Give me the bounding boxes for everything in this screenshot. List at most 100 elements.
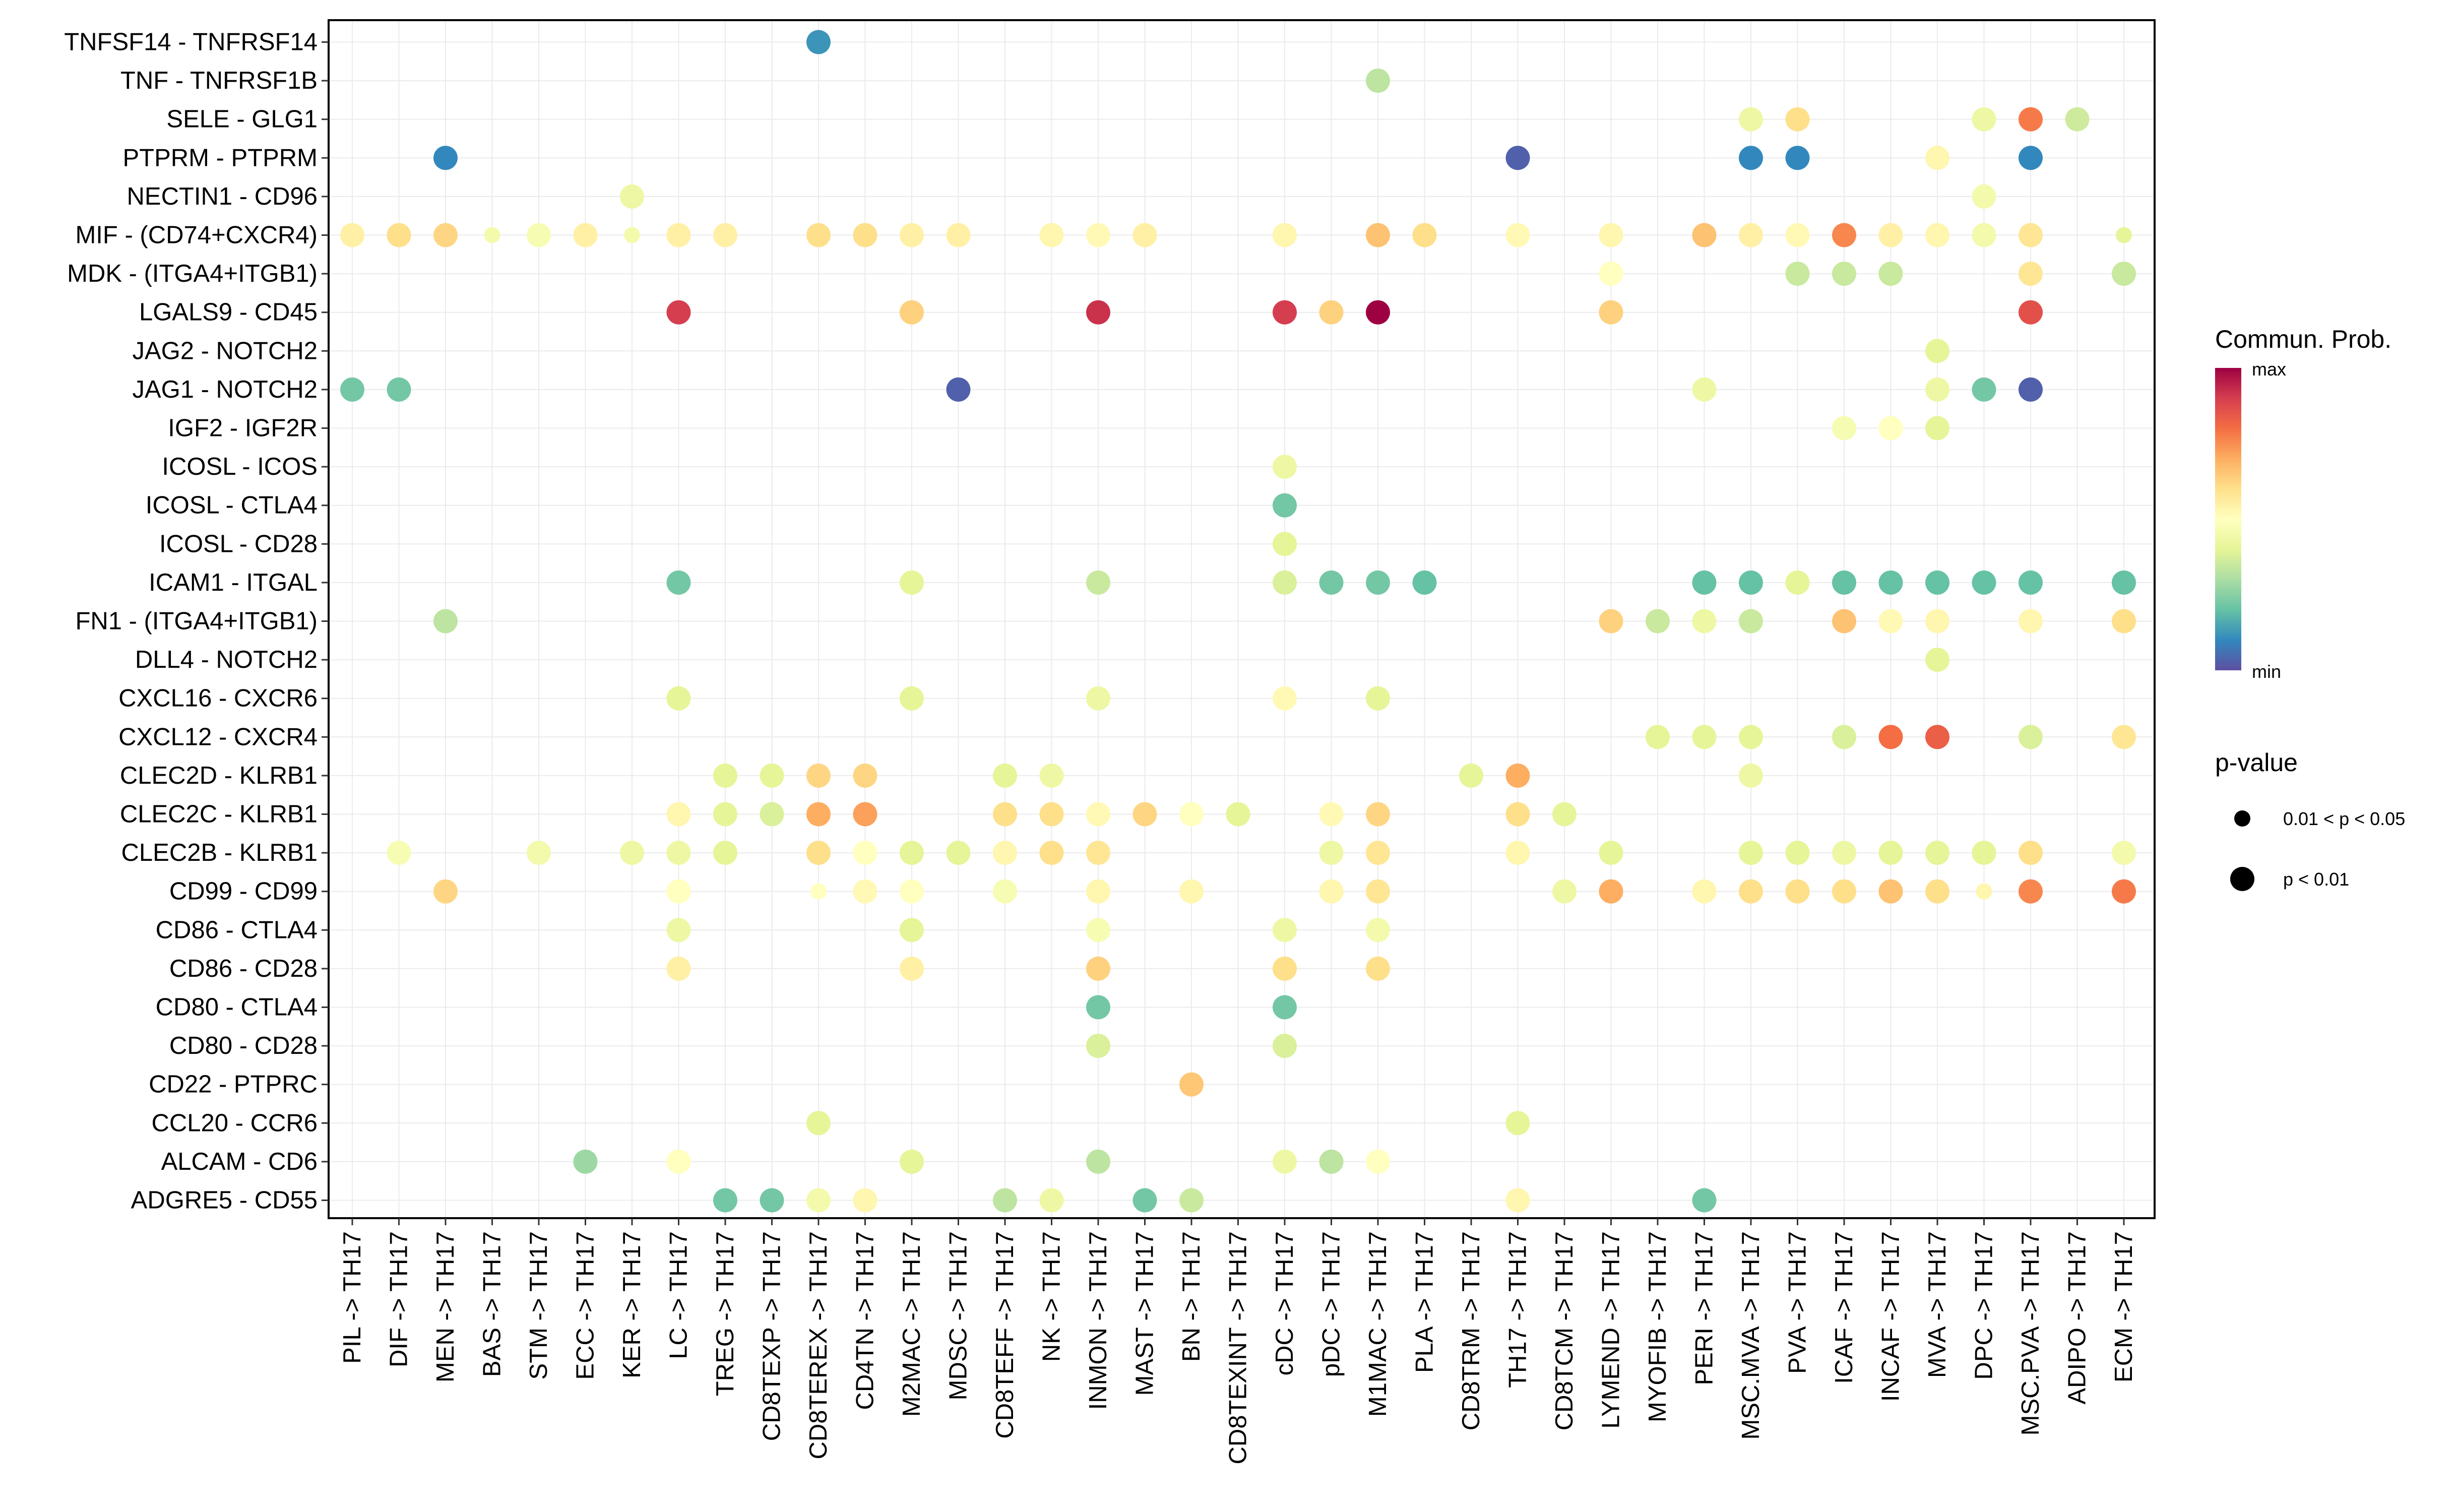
data-point-cd80-cd28-cdc-th17 [1273,1034,1297,1058]
data-point-mif-cd74-cxcr4-mdsc-th17 [946,223,971,247]
data-point-fn1-itga4-itgb1-myofib-th17 [1646,609,1670,634]
x-tick-label-adipo-th17: ADIPO -> TH17 [2064,1231,2091,1405]
data-point-icam1-itgal-mva-th17 [1925,570,1949,595]
data-point-icam1-itgal-dpc-th17 [1972,570,1996,595]
data-point-cd86-ctla4-m2mac-th17 [900,918,924,942]
data-point-mif-cd74-cxcr4-peri-th17 [1692,223,1717,247]
x-tick-label-msc-mva-th17: MSC.MVA -> TH17 [1737,1231,1765,1439]
x-tick-label-m2mac-th17: M2MAC -> TH17 [898,1231,925,1417]
size-legend-large-label: p < 0.01 [2283,869,2349,890]
data-point-fn1-itga4-itgb1-msc-mva-th17 [1739,609,1763,634]
x-tick-label-m1mac-th17: M1MAC -> TH17 [1364,1231,1392,1417]
y-tick-label-jag1-notch2: JAG1 - NOTCH2 [132,376,318,403]
data-point-adgre5-cd55-cd8terex-th17 [806,1188,831,1213]
data-point-mif-cd74-cxcr4-lc-th17 [666,223,691,247]
data-point-clec2d-klrb1-th17-th17 [1505,763,1530,788]
data-point-clec2c-klrb1-cd8texp-th17 [760,802,784,827]
data-point-mif-cd74-cxcr4-ker-th17 [624,227,640,243]
data-point-clec2b-klrb1-dpc-th17 [1972,841,1996,865]
x-tick-label-cd8teff-th17: CD8TEFF -> TH17 [991,1231,1019,1439]
data-point-adgre5-cd55-peri-th17 [1692,1188,1717,1213]
data-point-icam1-itgal-incaf-th17 [1878,570,1903,595]
x-tick-label-nk-th17: NK -> TH17 [1038,1231,1065,1362]
data-point-clec2b-klrb1-ker-th17 [620,841,644,865]
data-point-lgals9-cd45-inmon-th17 [1086,300,1110,325]
data-point-cxcl16-cxcr6-lc-th17 [666,686,691,711]
data-point-sele-glg1-msc-mva-th17 [1739,107,1763,132]
data-point-fn1-itga4-itgb1-men-th17 [433,609,458,634]
data-point-cxcl16-cxcr6-m2mac-th17 [900,686,924,711]
data-point-clec2d-klrb1-cd8texp-th17 [760,763,784,788]
y-tick-label-cd80-cd28: CD80 - CD28 [169,1032,318,1059]
data-point-cd99-cd99-m2mac-th17 [900,879,924,904]
data-point-icam1-itgal-pla-th17 [1412,570,1437,595]
x-tick-label-myofib-th17: MYOFIB -> TH17 [1644,1231,1671,1422]
data-point-adgre5-cd55-mast-th17 [1132,1188,1157,1213]
data-point-icosl-icos-cdc-th17 [1273,455,1297,479]
data-point-mif-cd74-cxcr4-nk-th17 [1039,223,1064,247]
data-point-mif-cd74-cxcr4-pla-th17 [1412,223,1437,247]
x-tick-label-icaf-th17: ICAF -> TH17 [1831,1231,1858,1384]
data-point-icam1-itgal-msc-mva-th17 [1739,570,1763,595]
data-point-cd86-ctla4-m1mac-th17 [1366,918,1390,942]
x-tick-label-cd4tn-th17: CD4TN -> TH17 [852,1231,879,1410]
data-point-mif-cd74-cxcr4-cd4tn-th17 [853,223,877,247]
data-point-dll4-notch2-mva-th17 [1925,648,1949,672]
data-point-clec2b-klrb1-m1mac-th17 [1366,841,1390,865]
data-point-lgals9-cd45-pdc-th17 [1319,300,1344,325]
data-point-mif-cd74-cxcr4-incaf-th17 [1878,223,1903,247]
data-point-clec2c-klrb1-th17-th17 [1505,802,1530,827]
data-point-cd80-ctla4-inmon-th17 [1086,995,1110,1020]
data-point-cd80-cd28-inmon-th17 [1086,1034,1110,1058]
data-point-ptprm-ptprm-msc-mva-th17 [1739,146,1763,170]
data-point-icam1-itgal-msc-pva-th17 [2019,570,2043,595]
data-point-cd99-cd99-cd4tn-th17 [853,879,877,904]
data-point-clec2c-klrb1-mast-th17 [1132,802,1157,827]
data-point-clec2c-klrb1-treg-th17 [713,802,737,827]
data-point-icam1-itgal-m2mac-th17 [900,570,924,595]
color-legend-title: Commun. Prob. [2215,325,2391,353]
data-point-ccl20-ccr6-th17-th17 [1505,1111,1530,1136]
data-point-ptprm-ptprm-th17-th17 [1505,146,1530,170]
data-point-fn1-itga4-itgb1-msc-pva-th17 [2019,609,2043,634]
data-point-igf2-igf2r-mva-th17 [1925,416,1949,440]
x-tick-label-pla-th17: PLA -> TH17 [1411,1231,1438,1373]
data-point-cd99-cd99-ecm-th17 [2112,879,2136,904]
data-point-clec2d-klrb1-treg-th17 [713,763,737,788]
x-tick-label-treg-th17: TREG -> TH17 [712,1231,739,1396]
data-point-mif-cd74-cxcr4-ecc-th17 [573,223,598,247]
data-point-jag1-notch2-dpc-th17 [1972,377,1996,402]
data-point-cd99-cd99-cd8teff-th17 [993,879,1017,904]
data-point-fn1-itga4-itgb1-icaf-th17 [1832,609,1856,634]
data-point-mif-cd74-cxcr4-inmon-th17 [1086,223,1110,247]
data-point-mif-cd74-cxcr4-treg-th17 [713,223,737,247]
y-tick-label-adgre5-cd55: ADGRE5 - CD55 [131,1187,318,1214]
data-point-mif-cd74-cxcr4-pil-th17 [340,223,364,247]
data-point-clec2d-klrb1-cd8terex-th17 [806,763,831,788]
x-tick-label-lc-th17: LC -> TH17 [665,1231,692,1359]
data-point-icosl-cd28-cdc-th17 [1273,532,1297,556]
data-point-cd86-cd28-cdc-th17 [1273,956,1297,981]
data-point-mif-cd74-cxcr4-men-th17 [433,223,458,247]
data-point-cxcl16-cxcr6-cdc-th17 [1273,686,1297,711]
x-tick-label-cd8texp-th17: CD8TEXP -> TH17 [759,1231,786,1441]
data-point-cxcl12-cxcr4-peri-th17 [1692,725,1717,749]
data-point-icam1-itgal-peri-th17 [1692,570,1717,595]
y-tick-label-icam1-itgal: ICAM1 - ITGAL [149,569,318,596]
data-point-cd80-ctla4-cdc-th17 [1273,995,1297,1020]
data-point-mdk-itga4-itgb1-msc-pva-th17 [2019,262,2043,286]
data-point-mdk-itga4-itgb1-lymend-th17 [1599,262,1623,286]
data-point-ptprm-ptprm-pva-th17 [1785,146,1810,170]
data-point-icam1-itgal-ecm-th17 [2112,570,2136,595]
data-point-tnfsf14-tnfrsf14-cd8terex-th17 [806,30,831,54]
data-point-cxcl12-cxcr4-icaf-th17 [1832,725,1856,749]
data-point-mif-cd74-cxcr4-dpc-th17 [1972,223,1996,247]
data-point-mif-cd74-cxcr4-pva-th17 [1785,223,1810,247]
data-points [340,30,2136,1213]
data-point-mif-cd74-cxcr4-m1mac-th17 [1366,223,1390,247]
data-point-adgre5-cd55-cd8texp-th17 [760,1188,784,1213]
y-tick-label-dll4-notch2: DLL4 - NOTCH2 [135,646,318,673]
data-point-adgre5-cd55-th17-th17 [1505,1188,1530,1213]
x-tick-label-dif-th17: DIF -> TH17 [386,1231,413,1367]
